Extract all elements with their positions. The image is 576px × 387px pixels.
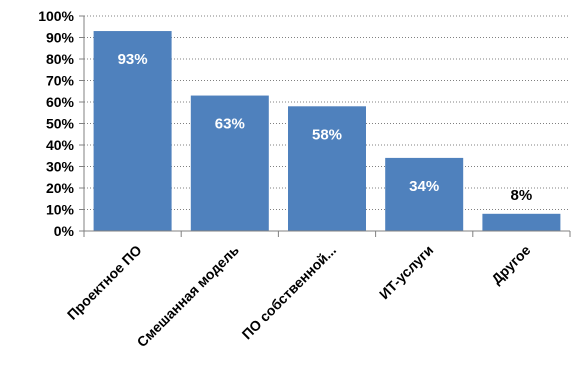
y-tick-label-40: 40% [46, 137, 75, 153]
category-label-4: Другое [488, 242, 533, 287]
y-tick-labels: 0% 10% 20% 30% 40% 50% 60% 70% 80% 90% 100% [38, 8, 74, 239]
category-label-1: Смешанная модель [134, 242, 243, 351]
y-tick-label-70: 70% [46, 73, 75, 89]
y-tick-label-90: 90% [46, 30, 75, 46]
data-label-3: 34% [409, 178, 439, 195]
data-label-1: 63% [215, 116, 245, 133]
category-label-3: ИТ-услуги [376, 242, 436, 302]
y-tick-label-20: 20% [46, 180, 75, 196]
data-label-0: 93% [118, 51, 148, 68]
bar-4 [482, 213, 561, 231]
y-tick-label-30: 30% [46, 159, 75, 175]
y-tick-label-10: 10% [46, 202, 75, 218]
data-labels: 93% 63% 58% 34% 8% [118, 51, 533, 204]
y-tick-label-100: 100% [38, 8, 74, 24]
bar-2 [288, 106, 366, 231]
y-tick-label-0: 0% [54, 223, 75, 239]
bar-0 [93, 31, 172, 231]
category-label-2: ПО собственной... [239, 242, 340, 343]
data-label-2: 58% [312, 126, 342, 143]
bars [93, 31, 561, 231]
data-label-4: 8% [511, 187, 533, 204]
y-tick-label-60: 60% [46, 94, 75, 110]
y-tick-label-80: 80% [46, 51, 75, 67]
bar-1 [190, 95, 269, 231]
y-tick-label-50: 50% [46, 116, 75, 132]
category-label-0: Проектное ПО [64, 242, 145, 323]
axes [79, 15, 571, 237]
bar-3 [385, 157, 464, 231]
